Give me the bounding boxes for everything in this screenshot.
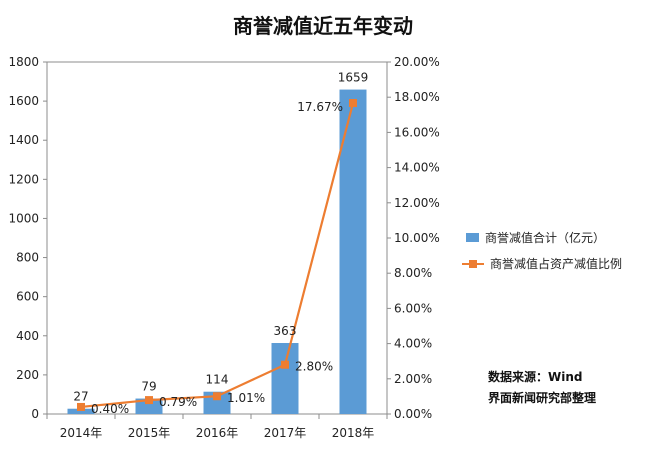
x-tick-label: 2016年 — [196, 426, 239, 440]
y-left-tick-label: 800 — [16, 251, 39, 265]
source-line-1: 数据来源：Wind — [488, 369, 582, 384]
line-value-label: 2.80% — [295, 360, 333, 374]
y-left-tick-label: 0 — [31, 407, 39, 421]
y-right-tick-label: 12.00% — [394, 196, 440, 210]
bar-value-label: 1659 — [338, 71, 369, 85]
y-right-tick-label: 10.00% — [394, 231, 440, 245]
y-left-tick-label: 1600 — [8, 94, 39, 108]
y-left-tick-label: 1000 — [8, 211, 39, 225]
bar — [67, 408, 95, 414]
line-value-label: 0.40% — [91, 402, 129, 416]
legend-label-bar: 商誉减值合计（亿元） — [485, 230, 605, 245]
bar-series — [67, 89, 367, 414]
y-left-tick-label: 600 — [16, 290, 39, 304]
y-left-tick-label: 400 — [16, 329, 39, 343]
source-note: 数据来源：Wind 界面新闻研究部整理 — [488, 369, 596, 405]
y-left-tick-label: 1800 — [8, 55, 39, 69]
bar-value-label: 114 — [206, 373, 229, 387]
line-value-label: 0.79% — [159, 395, 197, 409]
x-tick-label: 2015年 — [128, 426, 171, 440]
y-right-tick-label: 18.00% — [394, 90, 440, 104]
y-right-tick-label: 20.00% — [394, 55, 440, 69]
legend-swatch-marker — [469, 260, 477, 268]
source-line-2: 界面新闻研究部整理 — [488, 390, 596, 405]
chart-title: 商誉减值近五年变动 — [233, 14, 413, 38]
bar-value-label: 363 — [274, 324, 297, 338]
legend: 商誉减值合计（亿元） 商誉减值占资产减值比例 — [462, 230, 622, 271]
line-point — [281, 360, 289, 369]
bar — [271, 343, 299, 414]
y-right-tick-label: 14.00% — [394, 161, 440, 175]
line-point — [349, 99, 357, 108]
bar — [135, 398, 163, 414]
y-right-tick-label: 8.00% — [394, 266, 432, 280]
x-tick-label: 2017年 — [264, 426, 307, 440]
bar — [339, 89, 367, 414]
data-labels: 27 79 114 363 1659 0.40% 0.79% 1.01% 2.80% 17.67% — [73, 71, 368, 416]
y-right-tick-label: 6.00% — [394, 301, 432, 315]
bar-value-label: 79 — [141, 380, 156, 394]
line-point — [213, 392, 221, 401]
y-right-tick-label: 4.00% — [394, 337, 432, 351]
y-right-tick-label: 16.00% — [394, 125, 440, 139]
y-left-tick-label: 1400 — [8, 133, 39, 147]
x-tick-label: 2018年 — [332, 426, 375, 440]
y-left-tick-label: 1200 — [8, 172, 39, 186]
line-point — [77, 402, 85, 411]
x-tick-label: 2014年 — [60, 426, 103, 440]
plot-axes: 0 200 400 600 800 1000 1200 1400 1600 1800 0.00% 2.… — [8, 55, 439, 440]
line-point — [145, 396, 153, 405]
y-right-tick-label: 2.00% — [394, 372, 432, 386]
line-value-label: 1.01% — [227, 391, 265, 405]
legend-label-line: 商誉减值占资产减值比例 — [490, 256, 622, 271]
legend-swatch-bar — [466, 233, 479, 242]
line-value-label: 17.67% — [297, 100, 343, 114]
bar-value-label: 27 — [73, 390, 88, 404]
y-right-tick-label: 0.00% — [394, 407, 432, 421]
line-series — [77, 99, 357, 411]
y-left-tick-label: 200 — [16, 368, 39, 382]
